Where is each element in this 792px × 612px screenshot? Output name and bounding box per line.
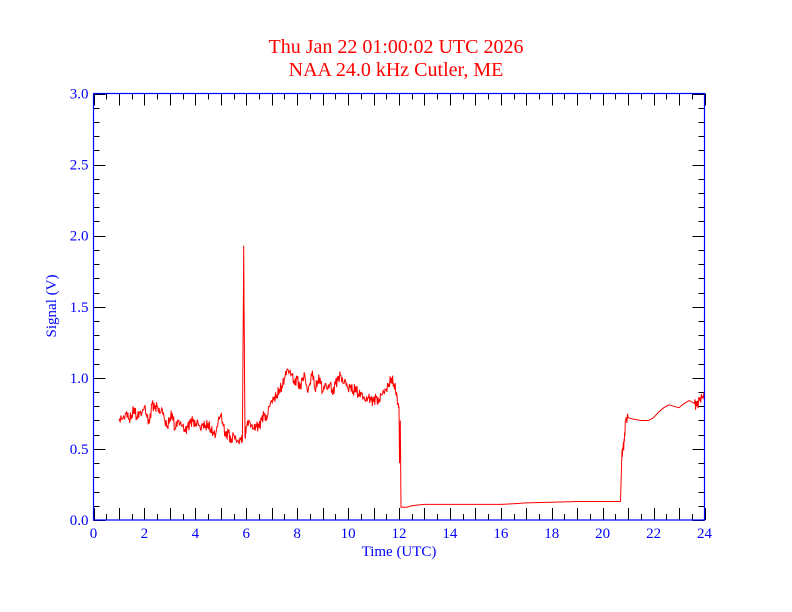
y-tick-label: 0.0 bbox=[70, 513, 89, 529]
tick-labels: 0 2 4 6 8 10 12 14 16 18 20 22 240.00.51.01.52.02.53… bbox=[70, 87, 713, 543]
x-tick-label: 10 bbox=[341, 526, 356, 542]
x-tick-label: 14 bbox=[442, 526, 458, 542]
x-tick-label: 12 bbox=[392, 526, 407, 542]
x-axis-title: Time (UTC) bbox=[362, 544, 437, 560]
chart-subtitle: NAA 24.0 kHz Cutler, ME bbox=[288, 59, 504, 81]
x-tick-label: 16 bbox=[493, 526, 509, 542]
plot-frame bbox=[92, 92, 706, 521]
y-tick-label: 0.5 bbox=[70, 442, 89, 458]
x-tick-label: 22 bbox=[646, 526, 661, 542]
y-tick-label: 2.0 bbox=[70, 229, 89, 245]
x-tick-label: 4 bbox=[192, 526, 200, 542]
y-axis-title: Signal (V) bbox=[44, 275, 60, 338]
x-tick-label: 18 bbox=[544, 526, 559, 542]
x-tick-label: 24 bbox=[697, 526, 713, 542]
y-tick-label: 3.0 bbox=[70, 87, 89, 103]
x-tick-label: 20 bbox=[595, 526, 610, 542]
y-tick-label: 2.5 bbox=[70, 158, 89, 174]
y-tick-label: 1.0 bbox=[70, 371, 89, 387]
y-tick-label: 1.5 bbox=[70, 300, 89, 316]
x-tick-label: 0 bbox=[90, 526, 98, 542]
x-tick-label: 2 bbox=[141, 526, 149, 542]
chart-title: Thu Jan 22 01:00:02 UTC 2026 bbox=[268, 36, 524, 58]
x-tick-label: 6 bbox=[243, 526, 251, 542]
x-tick-label: 8 bbox=[293, 526, 301, 542]
series-line bbox=[118, 245, 705, 508]
